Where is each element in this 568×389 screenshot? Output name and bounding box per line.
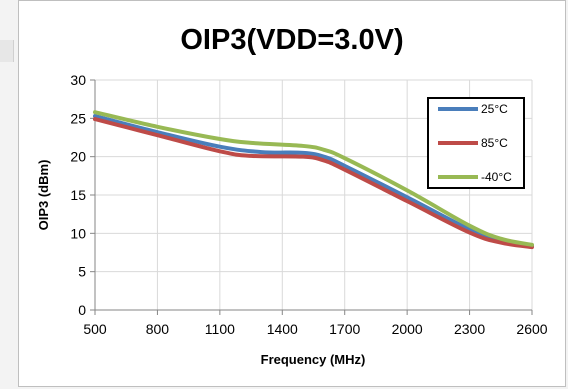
y-tick-label: 20 [70,149,86,165]
y-axis-title: OIP3 (dBm) [36,160,51,231]
sheet-corner-tab [0,40,14,62]
x-tick-label: 1100 [205,321,235,337]
y-tick-label: 30 [70,72,86,88]
legend-label: -40°C [481,170,512,184]
x-tick-label: 1700 [329,321,360,337]
y-tick-label: 5 [78,264,86,280]
x-tick-label: 2000 [392,321,423,337]
x-tick-label: 1400 [267,321,298,337]
series-line-25c [93,114,534,248]
y-tick-label: 0 [78,302,86,318]
x-tick-label: 2600 [516,321,547,337]
y-tick-label: 15 [70,187,86,203]
x-axis-title: Frequency (MHz) [261,352,366,367]
y-tick-label: 25 [70,110,86,126]
x-tick-label: 500 [83,321,107,337]
y-tick-label: 10 [70,225,86,241]
series-line-85c [93,117,534,250]
legend-label: 85°C [481,136,508,150]
legend: 25°C 85°C -40°C [427,97,525,189]
x-tick-label: 2300 [454,321,485,337]
x-tick-label: 800 [146,321,170,337]
chart-title: OIP3(VDD=3.0V) [180,24,404,56]
legend-label: 25°C [481,102,508,116]
series-line--40c [93,110,534,247]
